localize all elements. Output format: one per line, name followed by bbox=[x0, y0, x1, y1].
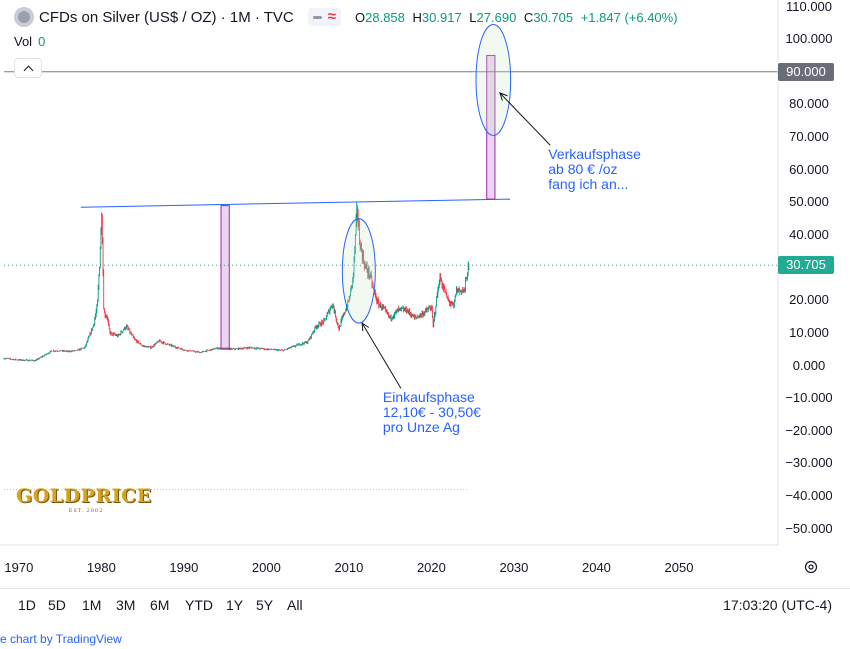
time-tick-label: 2010 bbox=[334, 560, 364, 575]
high-value: 30.917 bbox=[421, 9, 462, 25]
annotation-arrowhead-buy bbox=[361, 322, 370, 332]
range-button-3m[interactable]: 3M bbox=[116, 597, 136, 613]
price-tick-label: 40.000 bbox=[789, 226, 829, 242]
low-key: L bbox=[469, 9, 477, 25]
price-tick-label: 70.000 bbox=[789, 129, 829, 145]
annotation-arrow-sell bbox=[499, 92, 551, 146]
logo-est: EST. 2002 bbox=[68, 508, 104, 514]
range-button-1m[interactable]: 1M bbox=[82, 597, 102, 613]
open-value: 28.858 bbox=[365, 9, 405, 25]
volume-value: 0 bbox=[38, 34, 46, 49]
range-button-6m[interactable]: 6M bbox=[150, 597, 170, 613]
time-tick-label: 1970 bbox=[4, 560, 34, 575]
price-tick-label: 60.000 bbox=[789, 161, 829, 177]
resistance-trendline bbox=[80, 198, 510, 208]
range-button-1y[interactable]: 1Y bbox=[226, 597, 244, 613]
price-tick-label: −50.000 bbox=[785, 520, 833, 536]
time-tick-label: 1980 bbox=[86, 560, 116, 575]
chevron-up-icon bbox=[23, 65, 33, 75]
price-tick-label: 10.000 bbox=[789, 324, 829, 340]
range-button-5y[interactable]: 5Y bbox=[256, 597, 274, 613]
price-tick-label: 50.000 bbox=[789, 194, 829, 210]
close-key: C bbox=[523, 9, 534, 25]
range-button-ytd[interactable]: YTD bbox=[185, 597, 213, 613]
clock-readout[interactable]: 17:03:20 (UTC-4) bbox=[723, 597, 832, 613]
annotation-arrow-buy bbox=[361, 322, 402, 389]
price-tick-label: 0.000 bbox=[792, 357, 826, 373]
level-price-tag: 90.000 bbox=[778, 62, 834, 81]
high-key: H bbox=[412, 9, 422, 25]
range-button-1d[interactable]: 1D bbox=[18, 597, 36, 613]
annotation-text-buy: Einkaufsphase 12,10€ - 30,50€ pro Unze A… bbox=[382, 389, 481, 436]
volume-legend: Vol 0 bbox=[14, 34, 45, 49]
price-tick-label: −30.000 bbox=[785, 455, 833, 471]
ohlc-values: O28.858 H30.917 L27.690 C30.705 +1.847 (… bbox=[355, 10, 682, 25]
close-value: 30.705 bbox=[533, 9, 574, 25]
price-tick-label: 100.000 bbox=[785, 31, 833, 47]
annotation-arrowhead-sell bbox=[499, 92, 508, 101]
price-tick-label: 110.000 bbox=[785, 0, 833, 14]
axis-settings-icon[interactable] bbox=[804, 560, 818, 574]
price-tick-label: −20.000 bbox=[785, 422, 833, 438]
collapse-legend-button[interactable] bbox=[14, 58, 42, 78]
volume-label: Vol bbox=[14, 34, 33, 49]
price-tick-label: −40.000 bbox=[785, 488, 833, 504]
highlight-ellipse-1 bbox=[341, 218, 376, 324]
price-tick-label: −10.000 bbox=[785, 390, 833, 406]
range-button-5d[interactable]: 5D bbox=[48, 597, 66, 613]
chart-legend: CFDs on Silver (US$ / OZ) · 1M · TVC ≈ O… bbox=[14, 6, 682, 28]
time-tick-label: 2050 bbox=[664, 560, 694, 575]
market-status-badge[interactable]: ≈ bbox=[307, 8, 341, 26]
open-key: O bbox=[355, 9, 366, 25]
highlight-ellipse-2 bbox=[475, 23, 512, 136]
last-price-tag: 30.705 bbox=[778, 256, 834, 275]
time-tick-label: 2020 bbox=[416, 560, 446, 575]
range-button-all[interactable]: All bbox=[287, 597, 303, 613]
price-tick-label: 20.000 bbox=[789, 292, 829, 308]
time-tick-label: 1990 bbox=[169, 560, 199, 575]
annotation-text-sell: Verkaufsphase ab 80 € /oz fang ich an... bbox=[548, 146, 641, 193]
price-tick-label: 80.000 bbox=[789, 96, 829, 112]
change-value: +1.847 (+6.40%) bbox=[580, 9, 678, 25]
bottom-toolbar: 1D 5D 1M 3M 6M YTD 1Y 5Y All 17:03:20 (UTC-4) bbox=[0, 588, 850, 621]
time-tick-label: 2030 bbox=[499, 560, 529, 575]
projection-band-2 bbox=[486, 54, 496, 200]
time-tick-label: 2000 bbox=[251, 560, 281, 575]
goldprice-logo: GOLDPRICE EST. 2002 bbox=[16, 485, 156, 515]
minus-icon bbox=[312, 15, 322, 19]
approx-icon: ≈ bbox=[327, 8, 336, 25]
tradingview-credit[interactable]: e chart by TradingView bbox=[0, 632, 122, 646]
low-value: 27.690 bbox=[476, 9, 517, 25]
symbol-logo-icon bbox=[14, 7, 34, 27]
time-tick-label: 2040 bbox=[581, 560, 611, 575]
logo-wordmark: GOLDPRICE bbox=[16, 485, 152, 507]
projection-band-1 bbox=[220, 205, 230, 350]
symbol-title[interactable]: CFDs on Silver (US$ / OZ) · 1M · TVC bbox=[39, 8, 294, 26]
